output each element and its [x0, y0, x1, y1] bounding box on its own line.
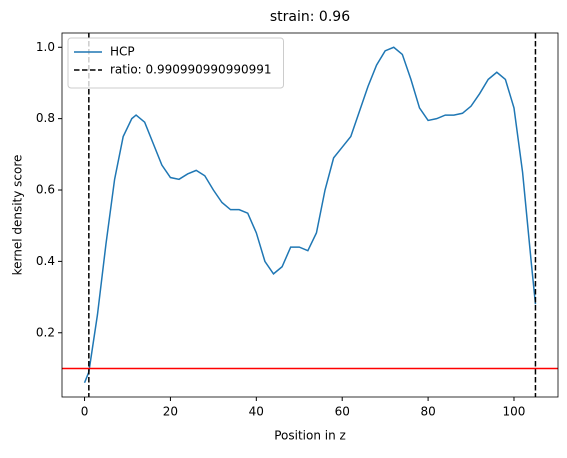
axes-frame: [61, 32, 559, 398]
y-tick-label: 0.2: [36, 325, 55, 339]
y-tick-label: 0.6: [36, 183, 55, 197]
x-tick-label: 40: [249, 405, 264, 419]
y-axis-label: kernel density score: [11, 155, 25, 276]
x-tick-label: 0: [81, 405, 89, 419]
line-series: [83, 46, 537, 384]
chart-title: strain: 0.96: [270, 9, 350, 25]
y-tick-label: 0.4: [36, 254, 55, 268]
legend-label: HCP: [110, 45, 135, 59]
x-tick-label: 100: [503, 405, 526, 419]
legend-label: ratio: 0.990990990990991: [110, 63, 272, 77]
y-tick-label: 0.8: [36, 111, 55, 125]
legend: HCP ratio: 0.990990990990991: [67, 37, 284, 89]
x-axis-label: Position in z: [274, 429, 346, 443]
y-tick-label: 1.0: [36, 40, 55, 54]
legend-box: [67, 37, 284, 89]
x-tick-label: 20: [163, 405, 178, 419]
x-tick-label: 80: [420, 405, 435, 419]
x-tick-label: 60: [335, 405, 350, 419]
